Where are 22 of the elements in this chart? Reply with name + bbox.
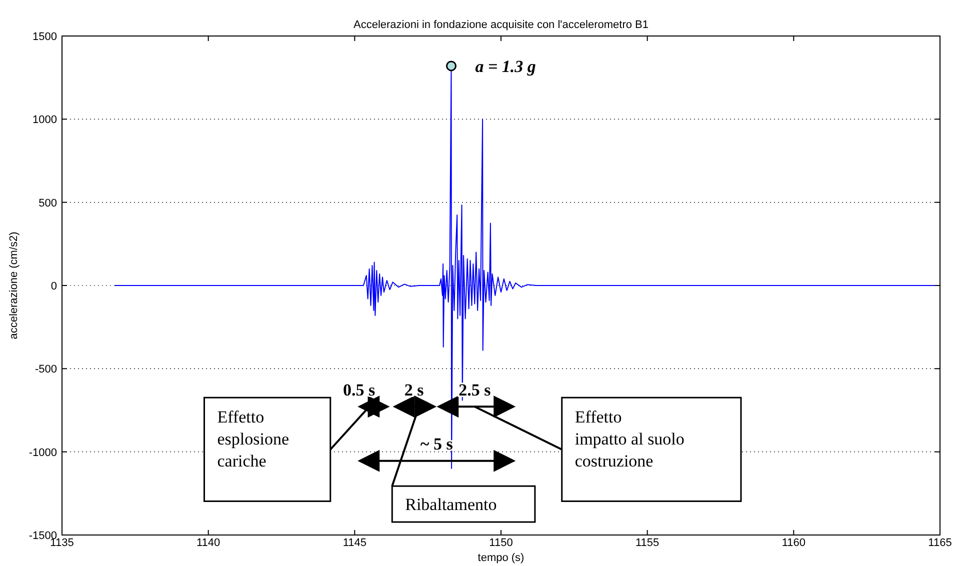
y-tick-label: 500 (38, 197, 57, 210)
annotation: Effetto impatto al suolo costruzione (574, 408, 684, 471)
y-tick-label: -1000 (28, 446, 57, 459)
annotation: 0.5 s (342, 380, 376, 400)
y-tick-label: -500 (34, 364, 57, 376)
annotation: a = 1.3 g (475, 56, 536, 76)
x-tick-label: 1165 (928, 537, 952, 549)
x-tick-label: 1160 (782, 537, 806, 549)
x-tick-label: 1135 (50, 537, 74, 549)
chart-title: Accelerazioni in fondazione acquisite con l'accelerometro B1 (354, 19, 648, 31)
y-tick-label: 1000 (32, 114, 57, 126)
y-tick-label: 0 (50, 280, 57, 292)
y-axis-title: accelerazione (cm/s2) (8, 232, 20, 340)
annotation: Effetto esplosione cariche (217, 408, 290, 471)
x-tick-label: 1140 (196, 537, 220, 549)
x-tick-label: 1150 (489, 537, 513, 549)
x-tick-label: 1155 (636, 537, 660, 549)
annotation: Ribaltamento (405, 495, 497, 514)
x-tick-label: 1145 (342, 537, 366, 549)
x-axis-title: tempo (s) (478, 552, 524, 564)
annotation: 2 s (404, 380, 424, 400)
y-tick-label: 1500 (32, 31, 57, 43)
